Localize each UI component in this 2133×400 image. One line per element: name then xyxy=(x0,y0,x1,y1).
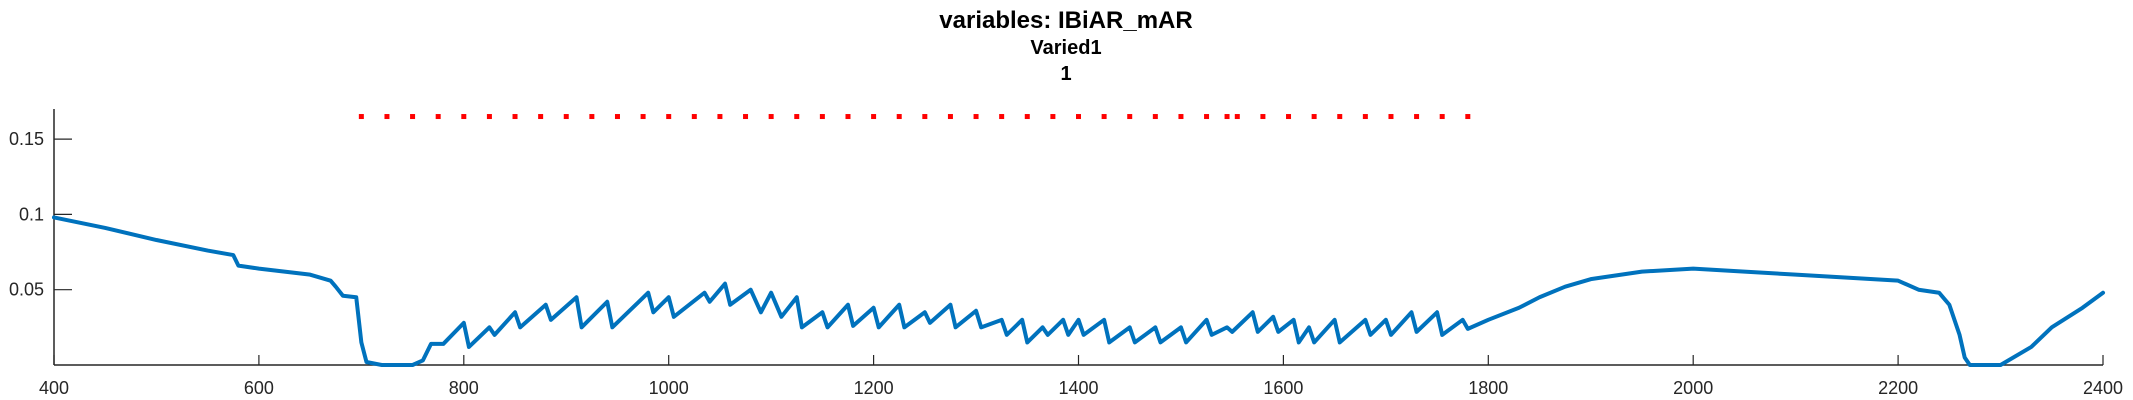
scatter-point xyxy=(563,114,569,120)
x-tick-labels: 400 600 800 1000 1200 1400 1600 1800 2000 2200 240… xyxy=(39,378,2123,398)
scatter-point xyxy=(614,114,620,120)
x-tick-label: 400 xyxy=(39,378,69,398)
scatter-point xyxy=(1101,114,1107,120)
scatter-point xyxy=(1414,114,1420,120)
scatter-point xyxy=(384,114,390,120)
y-tick-labels: 0.05 0.1 0.15 xyxy=(9,129,44,300)
scatter-point xyxy=(743,114,749,120)
scatter-point xyxy=(1050,114,1056,120)
scatter-point xyxy=(973,114,979,120)
scatter-point xyxy=(999,114,1005,120)
x-tick-label: 1000 xyxy=(649,378,689,398)
scatter-point xyxy=(666,114,672,120)
scatter-point xyxy=(819,114,825,120)
x-tick-label: 1800 xyxy=(1468,378,1508,398)
chart-title: variables: IBiAR_mAR xyxy=(939,7,1192,34)
scatter-point xyxy=(1127,114,1133,120)
scatter-point xyxy=(1024,114,1030,120)
y-tick-label: 0.1 xyxy=(19,204,44,224)
x-tick-label: 1600 xyxy=(1263,378,1303,398)
x-tick-label: 800 xyxy=(449,378,479,398)
scatter-point xyxy=(1152,114,1158,120)
x-tick-label: 2400 xyxy=(2083,378,2123,398)
x-tick-label: 1400 xyxy=(1058,378,1098,398)
scatter-point xyxy=(768,114,774,120)
x-ticks xyxy=(53,355,2104,365)
y-ticks xyxy=(54,138,72,291)
scatter-point xyxy=(1224,114,1230,120)
scatter-point xyxy=(538,114,544,120)
scatter-point xyxy=(1439,114,1445,120)
scatter-point xyxy=(947,114,953,120)
chart-subtitle: Varied1 xyxy=(1030,37,1101,59)
scatter-point xyxy=(717,114,723,120)
scatter-point xyxy=(358,114,364,120)
series-line-0 xyxy=(52,215,2105,367)
scatter-point xyxy=(794,114,800,120)
scatter-point xyxy=(1311,114,1317,120)
scatter-point xyxy=(461,114,467,120)
series-group xyxy=(52,114,2105,367)
scatter-point xyxy=(1260,114,1266,120)
scatter-point xyxy=(512,114,518,120)
scatter-point xyxy=(1337,114,1343,120)
scatter-point xyxy=(871,114,877,120)
scatter-point xyxy=(1286,114,1292,120)
scatter-point xyxy=(1234,114,1240,120)
scatter-point xyxy=(410,114,416,120)
x-tick-label: 2000 xyxy=(1673,378,1713,398)
chart-subtitle-2: 1 xyxy=(1060,63,1071,85)
y-tick-label: 0.15 xyxy=(9,129,44,149)
scatter-point xyxy=(1076,114,1081,120)
x-tick-label: 2200 xyxy=(1878,378,1918,398)
scatter-point xyxy=(640,114,646,120)
scatter-point xyxy=(435,114,441,120)
scatter-point xyxy=(486,114,492,120)
scatter-point xyxy=(896,114,902,120)
scatter-point xyxy=(1362,114,1368,120)
scatter-point xyxy=(1465,114,1471,120)
x-tick-label: 1200 xyxy=(854,378,894,398)
scatter-point xyxy=(691,114,697,120)
y-tick-label: 0.05 xyxy=(9,280,44,300)
scatter-point xyxy=(589,114,595,120)
scatter-point xyxy=(1388,114,1394,120)
x-tick-label: 600 xyxy=(244,378,274,398)
scatter-point xyxy=(922,114,928,120)
scatter-point xyxy=(1178,114,1184,120)
scatter-point xyxy=(845,114,851,120)
scatter-point xyxy=(1204,114,1210,120)
